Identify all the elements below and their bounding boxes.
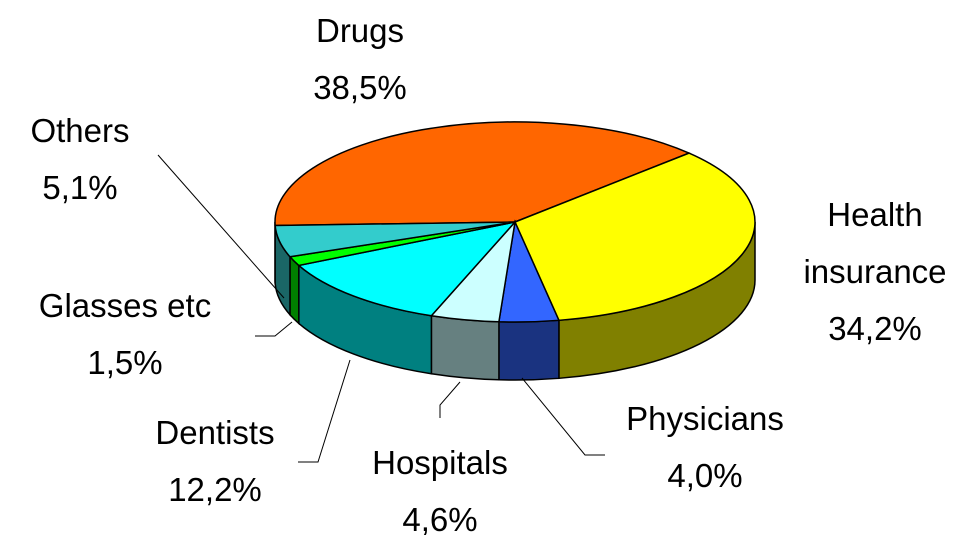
slice-side [498, 319, 560, 381]
leader-line [157, 154, 285, 299]
leader-lines [157, 154, 605, 463]
value-label: 34,2% [828, 310, 922, 347]
slice-label: Hospitals 4,6% [340, 434, 540, 535]
value-label: 12,2% [168, 471, 262, 508]
value-label: 5,1% [42, 169, 118, 206]
category-label: Physicians [626, 400, 784, 437]
value-label: 4,6% [402, 501, 478, 535]
slice-label: Others 5,1% [0, 102, 160, 216]
category-label: Drugs [315, 12, 405, 49]
value-label: 38,5% [313, 69, 407, 106]
slice [274, 121, 691, 227]
slice-label: Health insurance 34,2% [785, 186, 965, 357]
slice-side [430, 314, 500, 381]
leader-line [521, 377, 605, 456]
value-label: 4,0% [667, 457, 743, 494]
slice-side [289, 254, 300, 326]
leader-line [439, 381, 461, 418]
category-label: Glasses etc [38, 287, 212, 324]
slice-label: Drugs 38,5% [260, 2, 460, 116]
slice-label: Glasses etc 1,5% [5, 277, 245, 391]
leader-line [255, 321, 293, 337]
slice-label: Dentists 12,2% [115, 404, 315, 518]
category-label: Hospitals [372, 444, 508, 481]
category-label: Health insurance [803, 196, 947, 290]
category-label: Others [30, 112, 130, 149]
leader-line [298, 359, 351, 463]
slice [297, 220, 518, 317]
slice [274, 221, 516, 258]
slice [513, 152, 756, 322]
value-label: 1,5% [87, 344, 163, 381]
category-label: Dentists [155, 414, 275, 451]
slice-label: Physicians 4,0% [595, 390, 815, 504]
